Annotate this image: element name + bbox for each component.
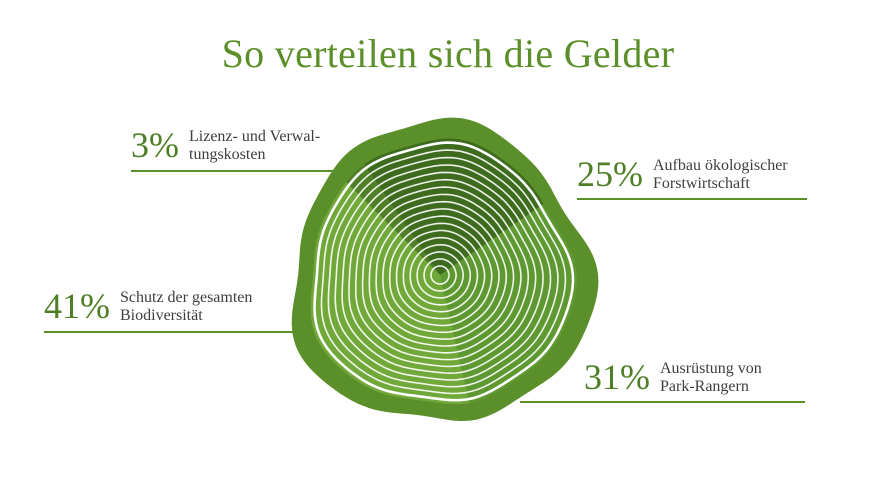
- growth-ring: [368, 200, 515, 347]
- callout-park-ranger: 31% Ausrüstung von Park-Rangern: [584, 359, 762, 396]
- growth-ring: [327, 156, 559, 388]
- growth-ring: [355, 186, 529, 361]
- growth-ring: [348, 178, 537, 368]
- slice-percent-label: 41%: [44, 286, 110, 326]
- chart-title: So verteilen sich die Gelder: [221, 31, 675, 76]
- growth-ring: [361, 193, 522, 354]
- growth-ring: [388, 222, 493, 327]
- slice-category-label: Aufbau ökologischer Forstwirtschaft: [653, 157, 788, 192]
- growth-ring: [341, 171, 544, 375]
- growth-ring: [334, 164, 552, 381]
- slice-percent-label: 3%: [131, 125, 179, 165]
- growth-ring: [375, 208, 508, 340]
- growth-ring: [313, 141, 575, 402]
- growth-rings: [313, 141, 575, 402]
- pie-slice: [327, 138, 578, 275]
- callout-verwaltung: 3% Lizenz- und Verwal- tungskosten: [131, 127, 320, 164]
- callout-forstwirtschaft: 25% Aufbau ökologischer Forstwirtschaft: [577, 156, 788, 193]
- callout-biodiversitaet: 41% Schutz der gesamten Biodiversität: [44, 288, 252, 325]
- slice-percent-label: 31%: [584, 357, 650, 397]
- growth-ring: [430, 265, 450, 285]
- slice-category-label: Schutz der gesamten Biodiversität: [120, 289, 253, 324]
- slice-percent-label: 25%: [577, 154, 643, 194]
- pie-slice: [440, 162, 578, 405]
- growth-ring: [402, 236, 479, 313]
- growth-ring: [395, 229, 486, 320]
- growth-ring: [423, 258, 457, 292]
- growth-ring: [382, 215, 500, 334]
- growth-ring: [320, 149, 567, 395]
- growth-ring: [409, 244, 472, 306]
- slice-category-label: Ausrüstung von Park-Rangern: [660, 360, 762, 395]
- growth-ring: [416, 251, 465, 299]
- slice-category-label: Lizenz- und Verwal- tungskosten: [189, 128, 321, 163]
